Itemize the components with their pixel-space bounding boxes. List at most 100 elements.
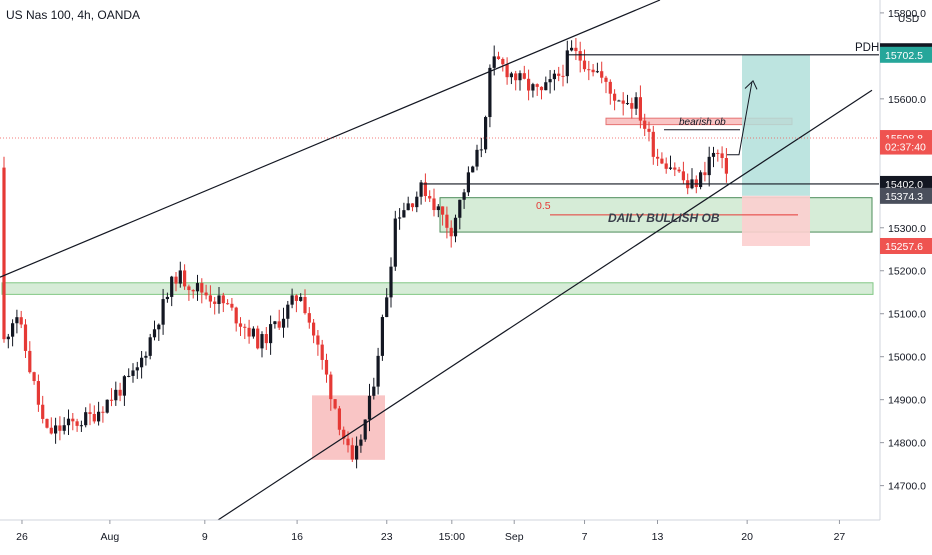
candle-body: [337, 408, 341, 430]
candle-body: [324, 359, 329, 375]
candle-body: [630, 103, 634, 109]
candle-body: [97, 411, 101, 422]
candle-body: [548, 79, 552, 83]
time-tick-label: 7: [582, 531, 588, 543]
candle-body: [342, 429, 346, 439]
candle-body: [264, 334, 268, 344]
candle-body: [441, 206, 445, 215]
candle-body: [127, 375, 131, 377]
price-tick-label: 15300.0: [888, 223, 926, 235]
price-tick-label: 14700.0: [888, 481, 926, 493]
price-tick-label: 15800.0: [888, 8, 926, 20]
price-tick-label: 15000.0: [888, 352, 926, 364]
candle-body: [62, 425, 66, 431]
price-label: 15257.6: [885, 241, 923, 253]
candle-body: [608, 81, 612, 94]
candle-body: [535, 84, 539, 87]
candle-body: [273, 321, 277, 325]
candle-body: [436, 206, 440, 211]
candle-body: [634, 97, 638, 109]
candle-body: [269, 324, 273, 344]
candle-body: [367, 395, 372, 420]
candle-body: [398, 217, 402, 219]
price-tick-label: 15100.0: [888, 309, 926, 321]
daily-bullish-ob-label: DAILY BULLISH OB: [608, 211, 720, 225]
candle-body: [527, 78, 531, 91]
candle-body: [393, 218, 397, 267]
upper-channel-line: [0, 0, 661, 278]
time-tick-label: 20: [741, 531, 753, 543]
candle-body: [694, 179, 698, 188]
chart-title: US Nas 100, 4h, OANDA: [6, 8, 141, 22]
candle-body: [578, 51, 582, 61]
candle-body: [621, 100, 625, 104]
candle-body: [114, 389, 118, 401]
candle-body: [45, 418, 49, 428]
candle-body: [157, 324, 161, 330]
candle-body: [600, 71, 604, 78]
candle-body: [514, 73, 518, 81]
candle-body: [251, 328, 255, 337]
time-tick-label: 26: [16, 531, 28, 543]
bearish-ob-label: bearish ob: [679, 117, 726, 128]
candle-body: [256, 328, 260, 349]
candle-body: [333, 399, 337, 409]
candle-body: [492, 56, 496, 68]
candle-body: [617, 100, 621, 102]
candle-body: [183, 270, 187, 287]
candle-body: [660, 158, 664, 164]
candle-body: [389, 266, 393, 298]
candle-body: [71, 418, 75, 422]
price-tick-label: 15600.0: [888, 94, 926, 106]
candle-body: [501, 59, 505, 65]
candle-body: [79, 425, 83, 427]
price-label-box: [880, 237, 932, 254]
candle-body: [471, 166, 475, 173]
candle-body: [23, 324, 28, 351]
candle-body: [152, 329, 157, 338]
candle-body: [226, 303, 230, 305]
price-label-box: [880, 138, 932, 155]
candle-body: [699, 172, 703, 188]
target-zone: [742, 54, 810, 196]
price-tick-label: 15200.0: [888, 266, 926, 278]
candle-body: [561, 75, 565, 77]
candle-body: [140, 357, 144, 368]
candle-body: [135, 367, 139, 371]
price-label-box: [880, 187, 932, 204]
candle-body: [376, 355, 380, 387]
price-label: 02:37:40: [885, 142, 926, 154]
candle-body: [204, 292, 208, 296]
candle-body: [41, 404, 45, 419]
candle-body: [570, 47, 574, 51]
candle-body: [290, 295, 294, 305]
candle-body: [350, 445, 354, 460]
candle-body: [505, 64, 509, 78]
candle-body: [656, 156, 660, 159]
candle-body: [625, 103, 630, 105]
candle-body: [488, 67, 492, 118]
fib-05-label: 0.5: [536, 200, 551, 212]
candle-body: [479, 149, 483, 151]
candle-body: [509, 73, 513, 78]
time-tick-label: 13: [652, 531, 664, 543]
price-label-box: [880, 46, 932, 63]
candle-body: [243, 326, 247, 328]
arrow-head-icon: [744, 79, 758, 90]
price-tick-label: 14800.0: [888, 438, 926, 450]
candle-body: [355, 445, 359, 460]
candle-body: [552, 73, 556, 80]
candle-body: [445, 214, 449, 228]
candle-body: [359, 439, 363, 446]
candle-body: [595, 71, 599, 73]
candle-body: [518, 73, 522, 81]
candle-body: [316, 335, 320, 345]
candle-body: [591, 69, 595, 73]
time-tick-label: 9: [202, 531, 208, 543]
candle-body: [200, 283, 204, 293]
candle-body: [32, 372, 36, 382]
candle-body: [54, 425, 58, 434]
candle-body: [286, 304, 290, 319]
